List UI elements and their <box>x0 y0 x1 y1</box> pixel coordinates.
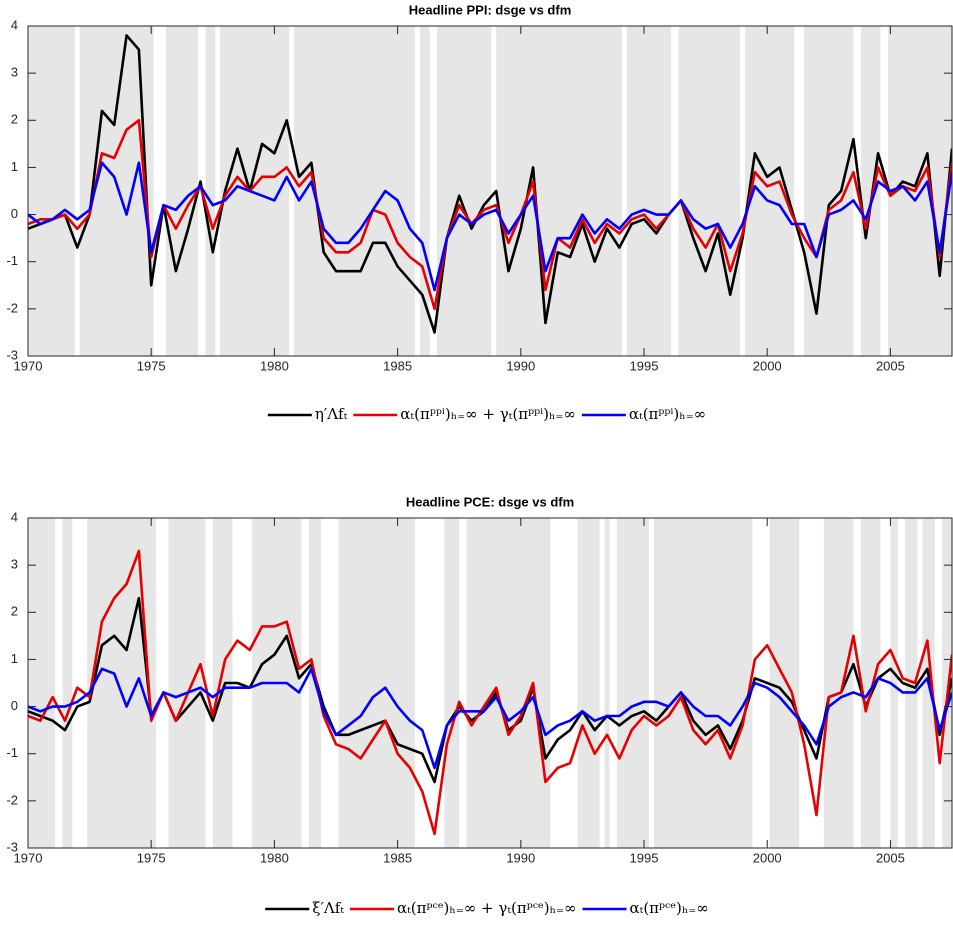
shaded-period <box>62 518 73 848</box>
shaded-period <box>28 26 75 356</box>
shaded-period <box>577 518 600 848</box>
y-tick-label: 3 <box>11 557 18 572</box>
legend: ξ′Λfₜ αₜ(πᵖᶜᵉ)ₕ₌∞ + γₜ(πᵖᶜᵉ)ₕ₌∞ αₜ(πᵖᶜᵉ)ₕ₌… <box>265 899 709 917</box>
x-tick-label: 1970 <box>14 850 43 865</box>
shaded-period <box>168 518 206 848</box>
legend-label: αₜ(πᵖᵖⁱ)ₕ₌∞ <box>629 405 706 423</box>
x-tick-label: 1995 <box>630 358 659 373</box>
y-tick-label: -3 <box>6 347 18 362</box>
y-tick-label: 1 <box>11 651 18 666</box>
x-tick-label: 1980 <box>260 358 289 373</box>
x-tick-label: 2005 <box>876 850 905 865</box>
y-tick-label: -3 <box>6 839 18 854</box>
shaded-period <box>890 518 898 848</box>
x-tick-label: 1970 <box>14 358 43 373</box>
y-tick-label: 0 <box>11 206 18 221</box>
shaded-period <box>419 26 430 356</box>
shaded-period <box>769 518 800 848</box>
x-tick-label: 1990 <box>506 358 535 373</box>
shaded-period <box>626 26 672 356</box>
y-tick-label: 4 <box>11 17 18 32</box>
chart-title: Headline PCE: dsge vs dfm <box>406 494 574 509</box>
legend-label: αₜ(πᵖᶜᵉ)ₕ₌∞ <box>630 899 709 917</box>
y-tick-label: -2 <box>6 300 18 315</box>
shaded-period <box>205 26 216 356</box>
y-tick-label: 2 <box>11 604 18 619</box>
chart-title: Headline PPI: dsge vs dfm <box>409 2 572 17</box>
shaded-period <box>604 518 610 848</box>
x-tick-label: 1975 <box>137 850 166 865</box>
series-line <box>28 161 952 292</box>
x-tick-label: 2000 <box>753 850 782 865</box>
series-line <box>28 118 952 311</box>
shaded-period <box>338 518 415 848</box>
shaded-period <box>653 518 753 848</box>
legend-label: αₜ(πᵖᵖⁱ)ₕ₌∞ + γₜ(πᵖᵖⁱ)ₕ₌∞ <box>400 405 576 423</box>
shaded-period <box>437 26 492 356</box>
x-tick-label: 1980 <box>260 850 289 865</box>
y-tick-label: -1 <box>6 745 18 760</box>
shaded-period <box>496 26 622 356</box>
shaded-period <box>87 518 157 848</box>
x-tick-label: 1985 <box>383 358 412 373</box>
shaded-period <box>466 518 551 848</box>
shaded-period <box>444 518 460 848</box>
series-line <box>28 667 952 770</box>
x-tick-label: 1990 <box>506 850 535 865</box>
x-tick-label: 1995 <box>630 850 659 865</box>
series-line <box>28 34 952 334</box>
shaded-period <box>678 26 741 356</box>
legend: η′Λfₜ αₜ(πᵖᵖⁱ)ₕ₌∞ + γₜ(πᵖᵖⁱ)ₕ₌∞ αₜ(πᵖᵖⁱ)ₕ₌… <box>267 405 706 423</box>
x-tick-label: 2005 <box>876 358 905 373</box>
legend-label: αₜ(πᵖᶜᵉ)ₕ₌∞ + γₜ(πᵖᶜᵉ)ₕ₌∞ <box>397 899 577 917</box>
x-tick-label: 2000 <box>753 358 782 373</box>
x-tick-label: 1975 <box>137 358 166 373</box>
shaded-period <box>212 518 233 848</box>
legend-label: η′Λfₜ <box>315 405 348 423</box>
x-tick-label: 1985 <box>383 850 412 865</box>
y-tick-label: -2 <box>6 792 18 807</box>
shaded-period <box>823 518 854 848</box>
shaded-period <box>860 26 881 356</box>
shaded-period <box>294 26 415 356</box>
shaded-period <box>905 518 918 848</box>
y-tick-label: 4 <box>11 509 18 524</box>
y-tick-label: 1 <box>11 159 18 174</box>
legend-label: ξ′Λfₜ <box>312 899 344 917</box>
chart-panel: Headline PCE: dsge vs dfm -3 -2 -1 0 1 2 3 4 1970… <box>6 494 953 917</box>
plot-frame <box>27 25 953 357</box>
plot-frame <box>27 517 953 849</box>
y-tick-label: 2 <box>11 112 18 127</box>
shaded-period <box>616 518 649 848</box>
chart-panel: Headline PPI: dsge vs dfm -3 -2 -1 0 1 2 3 4 1970… <box>6 2 953 423</box>
y-tick-label: -1 <box>6 253 18 268</box>
shaded-period <box>28 518 56 848</box>
y-tick-label: 0 <box>11 698 18 713</box>
y-tick-label: 3 <box>11 65 18 80</box>
shaded-period <box>860 518 881 848</box>
shaded-period <box>942 518 952 848</box>
